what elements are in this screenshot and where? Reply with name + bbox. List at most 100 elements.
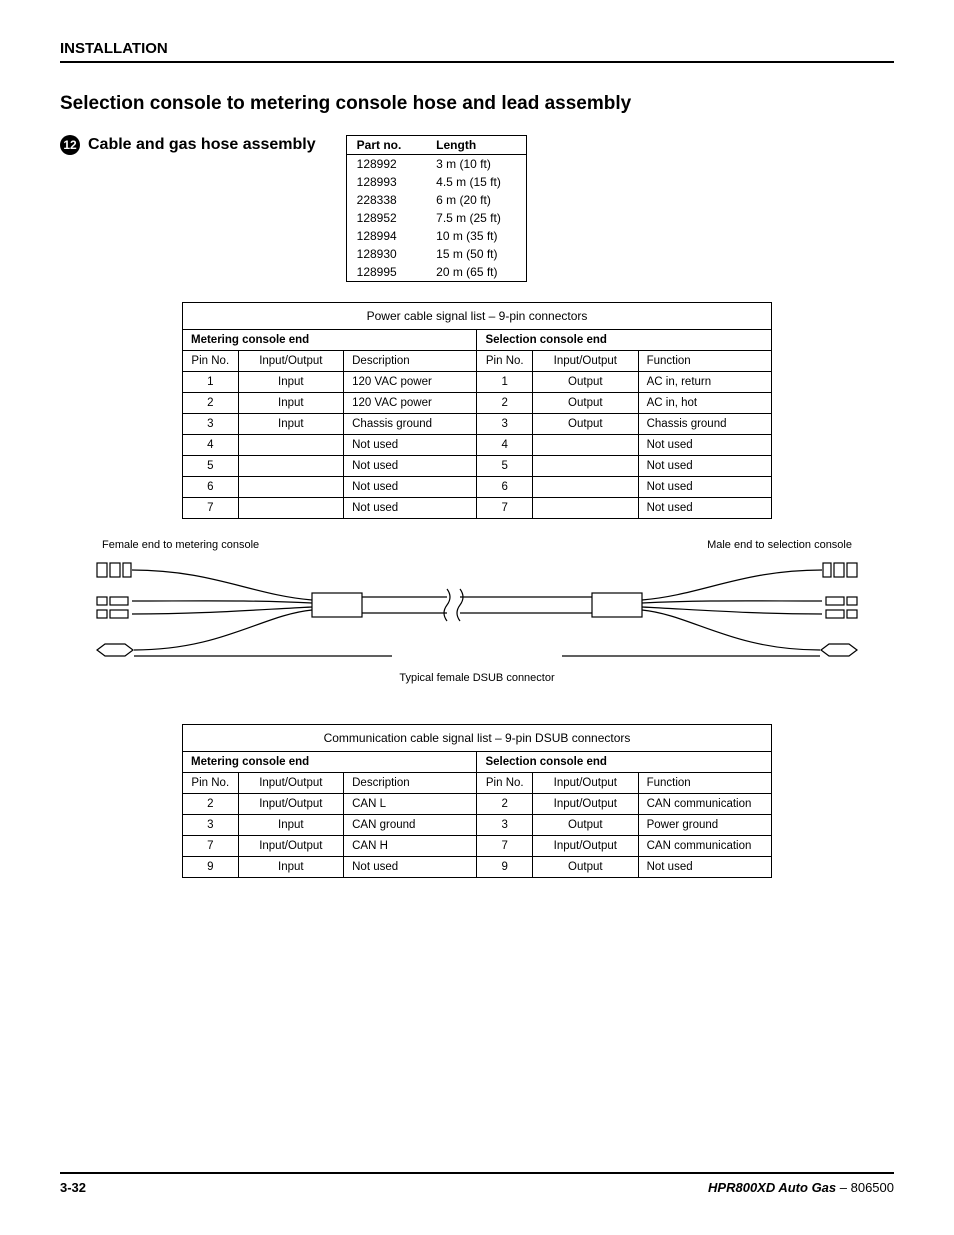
table-row: 1Input120 VAC power1OutputAC in, return: [183, 372, 772, 393]
pin-no: 3: [477, 414, 533, 435]
desc: Not used: [344, 435, 477, 456]
table-row: 12893015 m (50 ft): [346, 245, 526, 263]
diagram-right-label: Male end to selection console: [707, 539, 852, 551]
pin-no: 3: [477, 815, 533, 836]
pin-no: 7: [477, 836, 533, 857]
io: [238, 435, 344, 456]
func: CAN communication: [638, 836, 771, 857]
pin-no: 9: [477, 857, 533, 878]
parts-header-part: Part no.: [346, 136, 426, 155]
io: Output: [533, 815, 639, 836]
cable-diagram-svg: [92, 555, 862, 685]
io: Input/Output: [238, 794, 344, 815]
func: AC in, hot: [638, 393, 771, 414]
pin-no: 2: [477, 393, 533, 414]
pin-no: 7: [477, 498, 533, 519]
part-no: 128994: [346, 227, 426, 245]
desc: 120 VAC power: [344, 393, 477, 414]
part-no: 128995: [346, 263, 426, 282]
part-no: 128952: [346, 209, 426, 227]
subsection-label: Cable and gas hose assembly: [88, 136, 316, 154]
col-desc: Description: [344, 351, 477, 372]
io: Input/Output: [533, 836, 639, 857]
table-row: 2283386 m (20 ft): [346, 191, 526, 209]
pin-no: 2: [183, 393, 239, 414]
part-length: 6 m (20 ft): [426, 191, 526, 209]
desc: Not used: [344, 477, 477, 498]
cable-diagram: Female end to metering console Male end …: [92, 539, 862, 684]
comm-table-caption: Communication cable signal list – 9-pin …: [183, 725, 772, 752]
pin-no: 2: [477, 794, 533, 815]
page-footer: 3-32 HPR800XD Auto Gas – 806500: [60, 1172, 894, 1195]
pin-no: 5: [183, 456, 239, 477]
pin-no: 3: [183, 815, 239, 836]
pin-no: 5: [477, 456, 533, 477]
part-length: 15 m (50 ft): [426, 245, 526, 263]
table-row: 1289923 m (10 ft): [346, 155, 526, 174]
func: Not used: [638, 456, 771, 477]
col-func: Function: [638, 773, 771, 794]
table-row: 1289934.5 m (15 ft): [346, 173, 526, 191]
step-number-icon: 12: [60, 135, 80, 155]
func: Power ground: [638, 815, 771, 836]
part-length: 3 m (10 ft): [426, 155, 526, 174]
io: [238, 456, 344, 477]
col-func: Function: [638, 351, 771, 372]
comm-signal-table: Communication cable signal list – 9-pin …: [182, 724, 772, 878]
table-row: 2Input/OutputCAN L2Input/OutputCAN commu…: [183, 794, 772, 815]
desc: Not used: [344, 857, 477, 878]
power-table-caption: Power cable signal list – 9-pin connecto…: [183, 303, 772, 330]
func: Not used: [638, 498, 771, 519]
table-row: 3InputChassis ground3OutputChassis groun…: [183, 414, 772, 435]
desc: Not used: [344, 498, 477, 519]
io: Input/Output: [533, 794, 639, 815]
pin-no: 1: [477, 372, 533, 393]
func: Chassis ground: [638, 414, 771, 435]
table-row: 7Input/OutputCAN H7Input/OutputCAN commu…: [183, 836, 772, 857]
part-length: 4.5 m (15 ft): [426, 173, 526, 191]
io: Input: [238, 372, 344, 393]
comm-left-head: Metering console end: [183, 752, 477, 773]
desc: CAN L: [344, 794, 477, 815]
parts-header-length: Length: [426, 136, 526, 155]
io: Output: [533, 393, 639, 414]
power-left-head: Metering console end: [183, 330, 477, 351]
pin-no: 1: [183, 372, 239, 393]
col-io-r: Input/Output: [533, 773, 639, 794]
section-header: INSTALLATION: [60, 40, 894, 63]
func: Not used: [638, 435, 771, 456]
func: AC in, return: [638, 372, 771, 393]
pin-no: 6: [183, 477, 239, 498]
col-io: Input/Output: [238, 351, 344, 372]
table-row: 12899410 m (35 ft): [346, 227, 526, 245]
part-length: 10 m (35 ft): [426, 227, 526, 245]
footer-doc: 806500: [851, 1180, 894, 1195]
diagram-left-label: Female end to metering console: [102, 539, 259, 551]
part-no: 128993: [346, 173, 426, 191]
io: [533, 498, 639, 519]
io: Output: [533, 414, 639, 435]
col-pin: Pin No.: [183, 351, 239, 372]
part-no: 128930: [346, 245, 426, 263]
pin-no: 3: [183, 414, 239, 435]
table-row: 5Not used5Not used: [183, 456, 772, 477]
part-length: 20 m (65 ft): [426, 263, 526, 282]
io: [533, 456, 639, 477]
io: Input: [238, 815, 344, 836]
desc: CAN ground: [344, 815, 477, 836]
desc: Chassis ground: [344, 414, 477, 435]
io: Input/Output: [238, 836, 344, 857]
power-right-head: Selection console end: [477, 330, 772, 351]
subsection-title: 12 Cable and gas hose assembly: [60, 135, 316, 155]
table-row: 4Not used4Not used: [183, 435, 772, 456]
io: Output: [533, 857, 639, 878]
table-row: 2Input120 VAC power2OutputAC in, hot: [183, 393, 772, 414]
footer-sep: –: [836, 1180, 850, 1195]
io: [533, 435, 639, 456]
pin-no: 9: [183, 857, 239, 878]
io: Input: [238, 393, 344, 414]
part-length: 7.5 m (25 ft): [426, 209, 526, 227]
col-io-r: Input/Output: [533, 351, 639, 372]
col-io: Input/Output: [238, 773, 344, 794]
col-pin-r: Pin No.: [477, 351, 533, 372]
